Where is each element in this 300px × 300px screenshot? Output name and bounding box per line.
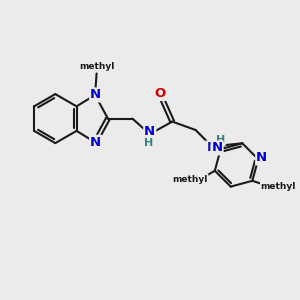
Text: methyl: methyl [80, 62, 115, 71]
Text: methyl: methyl [261, 182, 296, 191]
Text: N: N [256, 152, 267, 164]
Text: methyl: methyl [172, 175, 208, 184]
Text: N: N [206, 141, 218, 154]
Text: N: N [212, 141, 223, 154]
Text: N: N [90, 136, 101, 149]
Text: O: O [154, 87, 166, 100]
Text: H: H [144, 137, 153, 148]
Text: N: N [90, 88, 101, 101]
Text: N: N [144, 125, 155, 138]
Text: H: H [216, 135, 225, 145]
